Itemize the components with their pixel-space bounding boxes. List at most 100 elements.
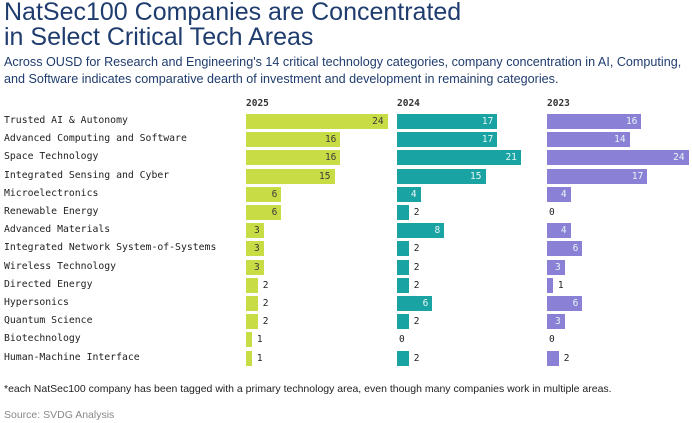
- bar-2024: [397, 314, 409, 330]
- category-label: Microelectronics: [4, 187, 99, 199]
- value-label-2025: 3: [253, 261, 260, 273]
- bar-2025: [246, 132, 341, 148]
- bar-2024: [397, 223, 445, 239]
- value-label-2023: 0: [549, 207, 555, 218]
- bar-2025: [246, 296, 258, 311]
- value-label-2024: 2: [413, 243, 420, 255]
- source-note: Source: SVDG Analysis: [4, 409, 115, 421]
- value-label-2024: 21: [505, 152, 517, 164]
- bar-2024: [397, 186, 421, 202]
- value-label-2025: 15: [319, 170, 331, 182]
- bar-2025: [246, 241, 264, 257]
- value-label-2023: 17: [631, 170, 644, 182]
- value-label-2025: 3: [253, 243, 260, 255]
- bar-2025: [246, 277, 258, 293]
- value-label-2023: 2: [563, 352, 570, 364]
- value-label-2023: 4: [560, 225, 567, 237]
- bar-2025: [246, 150, 341, 166]
- bar-2025: [246, 259, 264, 275]
- category-label: Integrated Network System-of-Systems: [4, 242, 217, 254]
- value-label-2024: 4: [410, 188, 417, 200]
- chart-subtitle: Across OUSD for Research and Engineering…: [4, 55, 682, 86]
- value-label-2025: 3: [253, 225, 260, 237]
- footnote: *each NatSec100 company has been tagged …: [4, 383, 612, 395]
- bar-2024: [397, 296, 433, 311]
- bar-2024: [397, 205, 409, 220]
- value-label-2023: 24: [673, 152, 685, 164]
- category-label: Directed Energy: [4, 278, 93, 290]
- bar-2023: [547, 241, 583, 257]
- value-label-2024: 2: [413, 261, 420, 273]
- category-label: Human-Machine Interface: [4, 351, 140, 363]
- bar-2023: [547, 296, 583, 311]
- bar-2025: [246, 332, 252, 348]
- bar-2023: [547, 114, 642, 129]
- column-header-2025: 2025: [246, 98, 269, 109]
- title-line-1: NatSec100 Companies are Concentrated: [4, 0, 462, 26]
- value-label-2025: 6: [271, 188, 278, 200]
- column-header-2024: 2024: [397, 98, 420, 109]
- value-label-2025: 16: [324, 152, 337, 164]
- category-label: Advanced Materials: [4, 224, 111, 236]
- bar-2023: [547, 277, 553, 293]
- value-label-2025: 16: [324, 134, 337, 146]
- bar-2025: [246, 114, 388, 129]
- bar-2024: [397, 114, 498, 129]
- category-label: Hypersonics: [4, 297, 69, 308]
- value-label-2025: 1: [256, 352, 263, 364]
- value-label-2025: 24: [372, 116, 384, 127]
- bar-2024: [397, 350, 409, 366]
- value-label-2025: 2: [262, 316, 269, 328]
- value-label-2023: 16: [625, 116, 638, 127]
- column-header-2023: 2023: [547, 98, 570, 109]
- bar-2024: [397, 277, 409, 293]
- bar-2023: [547, 132, 630, 148]
- bar-2025: [246, 205, 282, 220]
- bar-2023: [547, 259, 565, 275]
- bar-2024: [397, 150, 521, 166]
- bar-2023: [547, 186, 571, 202]
- category-label: Integrated Sensing and Cyber: [4, 169, 170, 181]
- value-label-2025: 6: [271, 207, 278, 218]
- value-label-2024: 8: [434, 225, 441, 237]
- value-label-2025: 2: [262, 279, 269, 291]
- bar-2024: [397, 168, 486, 184]
- bar-2023: [547, 150, 689, 166]
- value-label-2024: 2: [413, 207, 420, 218]
- value-label-2023: 3: [554, 316, 561, 328]
- chart-title: NatSec100 Companies are Concentrated in …: [4, 0, 461, 50]
- value-label-2024: 17: [481, 134, 494, 146]
- bar-2023: [547, 314, 565, 330]
- category-label: Wireless Technology: [4, 260, 117, 272]
- category-label: Space Technology: [4, 151, 99, 163]
- value-label-2025: 2: [262, 298, 269, 309]
- value-label-2023: 6: [572, 243, 579, 255]
- bar-2024: [397, 259, 409, 275]
- value-label-2023: 1: [557, 279, 564, 291]
- bar-2023: [547, 350, 559, 366]
- value-label-2024: 6: [422, 298, 429, 309]
- value-label-2023: 0: [549, 334, 555, 346]
- category-label: Trusted AI & Autonomy: [4, 115, 128, 126]
- value-label-2024: 2: [413, 352, 420, 364]
- bar-2025: [246, 223, 264, 239]
- value-label-2024: 0: [399, 334, 405, 346]
- bar-2025: [246, 350, 252, 366]
- value-label-2024: 2: [413, 316, 420, 328]
- value-label-2023: 3: [554, 261, 561, 273]
- title-line-2: in Select Critical Tech Areas: [4, 23, 314, 51]
- bar-2023: [547, 168, 648, 184]
- value-label-2023: 14: [614, 134, 626, 146]
- category-label: Biotechnology: [4, 333, 81, 345]
- value-label-2024: 2: [413, 279, 420, 291]
- category-label: Advanced Computing and Software: [4, 133, 187, 145]
- value-label-2024: 17: [481, 116, 494, 127]
- value-label-2023: 6: [572, 298, 579, 309]
- bar-2024: [397, 132, 498, 148]
- bar-2025: [246, 186, 282, 202]
- bar-2025: [246, 314, 258, 330]
- bar-2025: [246, 168, 335, 184]
- bar-2024: [397, 241, 409, 257]
- value-label-2024: 15: [470, 170, 482, 182]
- value-label-2025: 1: [256, 334, 263, 346]
